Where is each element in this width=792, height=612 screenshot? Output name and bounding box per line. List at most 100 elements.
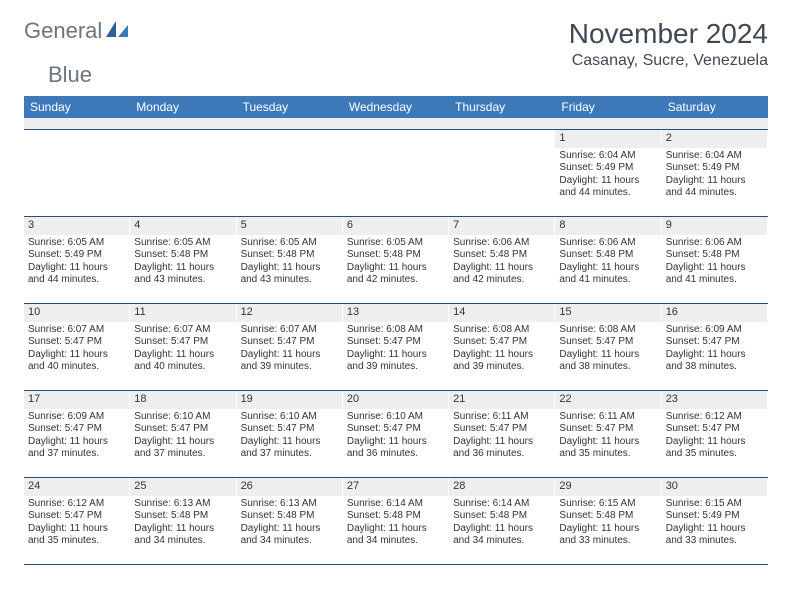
day2-text: and 37 minutes.	[241, 448, 338, 461]
weekday-header-row: Sunday Monday Tuesday Wednesday Thursday…	[24, 96, 768, 118]
weekday-header: Friday	[555, 96, 661, 118]
week-row: 1Sunrise: 6:04 AMSunset: 5:49 PMDaylight…	[24, 130, 768, 217]
day-cell: 17Sunrise: 6:09 AMSunset: 5:47 PMDayligh…	[24, 391, 130, 477]
day2-text: and 40 minutes.	[28, 361, 125, 374]
day-number: 26	[237, 478, 342, 496]
sunrise-text: Sunrise: 6:06 AM	[666, 237, 763, 250]
day2-text: and 44 minutes.	[28, 274, 125, 287]
week-row: 24Sunrise: 6:12 AMSunset: 5:47 PMDayligh…	[24, 478, 768, 565]
day1-text: Daylight: 11 hours	[241, 523, 338, 536]
sunset-text: Sunset: 5:49 PM	[666, 510, 763, 523]
day-number: 16	[662, 304, 767, 322]
day-cell	[343, 130, 449, 216]
day-number: 10	[24, 304, 129, 322]
sunrise-text: Sunrise: 6:11 AM	[453, 411, 550, 424]
day-cell: 23Sunrise: 6:12 AMSunset: 5:47 PMDayligh…	[662, 391, 768, 477]
day-number: 25	[130, 478, 235, 496]
day-number: 2	[662, 130, 767, 148]
sunrise-text: Sunrise: 6:08 AM	[453, 324, 550, 337]
sunrise-text: Sunrise: 6:13 AM	[241, 498, 338, 511]
sunset-text: Sunset: 5:47 PM	[453, 423, 550, 436]
sunrise-text: Sunrise: 6:12 AM	[666, 411, 763, 424]
day1-text: Daylight: 11 hours	[134, 436, 231, 449]
day1-text: Daylight: 11 hours	[559, 262, 656, 275]
day-cell: 3Sunrise: 6:05 AMSunset: 5:49 PMDaylight…	[24, 217, 130, 303]
sunset-text: Sunset: 5:48 PM	[559, 249, 656, 262]
spacer-row	[24, 118, 768, 130]
day2-text: and 35 minutes.	[559, 448, 656, 461]
sunset-text: Sunset: 5:49 PM	[666, 162, 763, 175]
day-cell: 13Sunrise: 6:08 AMSunset: 5:47 PMDayligh…	[343, 304, 449, 390]
sunset-text: Sunset: 5:47 PM	[666, 336, 763, 349]
sunset-text: Sunset: 5:48 PM	[666, 249, 763, 262]
location: Casanay, Sucre, Venezuela	[569, 52, 768, 70]
day-cell: 30Sunrise: 6:15 AMSunset: 5:49 PMDayligh…	[662, 478, 768, 564]
day-number: 28	[449, 478, 554, 496]
day2-text: and 40 minutes.	[134, 361, 231, 374]
sunrise-text: Sunrise: 6:09 AM	[28, 411, 125, 424]
weekday-header: Saturday	[662, 96, 768, 118]
day2-text: and 35 minutes.	[666, 448, 763, 461]
day1-text: Daylight: 11 hours	[347, 523, 444, 536]
sunset-text: Sunset: 5:48 PM	[241, 249, 338, 262]
day2-text: and 42 minutes.	[347, 274, 444, 287]
day1-text: Daylight: 11 hours	[666, 436, 763, 449]
brand-name-a: General	[24, 18, 102, 44]
day-cell: 10Sunrise: 6:07 AMSunset: 5:47 PMDayligh…	[24, 304, 130, 390]
day-number: 8	[555, 217, 660, 235]
day-number: 21	[449, 391, 554, 409]
sunset-text: Sunset: 5:47 PM	[241, 423, 338, 436]
day1-text: Daylight: 11 hours	[453, 349, 550, 362]
day1-text: Daylight: 11 hours	[559, 175, 656, 188]
day2-text: and 33 minutes.	[559, 535, 656, 548]
sunset-text: Sunset: 5:48 PM	[559, 510, 656, 523]
day-cell: 9Sunrise: 6:06 AMSunset: 5:48 PMDaylight…	[662, 217, 768, 303]
sunrise-text: Sunrise: 6:05 AM	[134, 237, 231, 250]
day-number: 20	[343, 391, 448, 409]
week-row: 17Sunrise: 6:09 AMSunset: 5:47 PMDayligh…	[24, 391, 768, 478]
title-block: November 2024 Casanay, Sucre, Venezuela	[569, 18, 768, 70]
sunrise-text: Sunrise: 6:06 AM	[559, 237, 656, 250]
day2-text: and 34 minutes.	[241, 535, 338, 548]
sunrise-text: Sunrise: 6:14 AM	[347, 498, 444, 511]
day1-text: Daylight: 11 hours	[134, 349, 231, 362]
day-number: 13	[343, 304, 448, 322]
day-number: 15	[555, 304, 660, 322]
weekday-header: Thursday	[449, 96, 555, 118]
brand-name-b: Blue	[48, 62, 92, 88]
day-number: 29	[555, 478, 660, 496]
day-cell: 28Sunrise: 6:14 AMSunset: 5:48 PMDayligh…	[449, 478, 555, 564]
sunset-text: Sunset: 5:47 PM	[559, 336, 656, 349]
day-cell: 22Sunrise: 6:11 AMSunset: 5:47 PMDayligh…	[555, 391, 661, 477]
day-cell: 19Sunrise: 6:10 AMSunset: 5:47 PMDayligh…	[237, 391, 343, 477]
day2-text: and 43 minutes.	[134, 274, 231, 287]
day2-text: and 39 minutes.	[347, 361, 444, 374]
day1-text: Daylight: 11 hours	[134, 262, 231, 275]
sunset-text: Sunset: 5:47 PM	[134, 423, 231, 436]
sunrise-text: Sunrise: 6:05 AM	[241, 237, 338, 250]
week-row: 10 Sunrise: 6:07 AM Sunset: 5:47 PM Dayligh…	[24, 304, 768, 391]
weeks-container: 1Sunrise: 6:04 AMSunset: 5:49 PMDaylight…	[24, 130, 768, 565]
sunset-text: Sunset: 5:49 PM	[28, 249, 125, 262]
sunrise-text: Sunrise: 6:07 AM	[134, 324, 231, 337]
day-number: 23	[662, 391, 767, 409]
day-cell: 29Sunrise: 6:15 AMSunset: 5:48 PMDayligh…	[555, 478, 661, 564]
day-number: 5	[237, 217, 342, 235]
weekday-header: Monday	[130, 96, 236, 118]
sunrise-text: Sunrise: 6:07 AM	[241, 324, 338, 337]
day-cell: 11Sunrise: 6:07 AMSunset: 5:47 PMDayligh…	[130, 304, 236, 390]
day-number: 3	[24, 217, 129, 235]
sunrise-text: Sunrise: 6:10 AM	[134, 411, 231, 424]
month-title: November 2024	[569, 18, 768, 50]
day2-text: and 39 minutes.	[453, 361, 550, 374]
sail-icon	[106, 19, 128, 44]
day-number: 19	[237, 391, 342, 409]
day-cell: 16Sunrise: 6:09 AMSunset: 5:47 PMDayligh…	[662, 304, 768, 390]
day1-text: Daylight: 11 hours	[559, 523, 656, 536]
day-cell: 20Sunrise: 6:10 AMSunset: 5:47 PMDayligh…	[343, 391, 449, 477]
sunrise-text: Sunrise: 6:13 AM	[134, 498, 231, 511]
sunrise-text: Sunrise: 6:06 AM	[453, 237, 550, 250]
page: General November 2024 Casanay, Sucre, Ve…	[0, 0, 792, 565]
weekday-header: Sunday	[24, 96, 130, 118]
day-cell: 2Sunrise: 6:04 AMSunset: 5:49 PMDaylight…	[662, 130, 768, 216]
